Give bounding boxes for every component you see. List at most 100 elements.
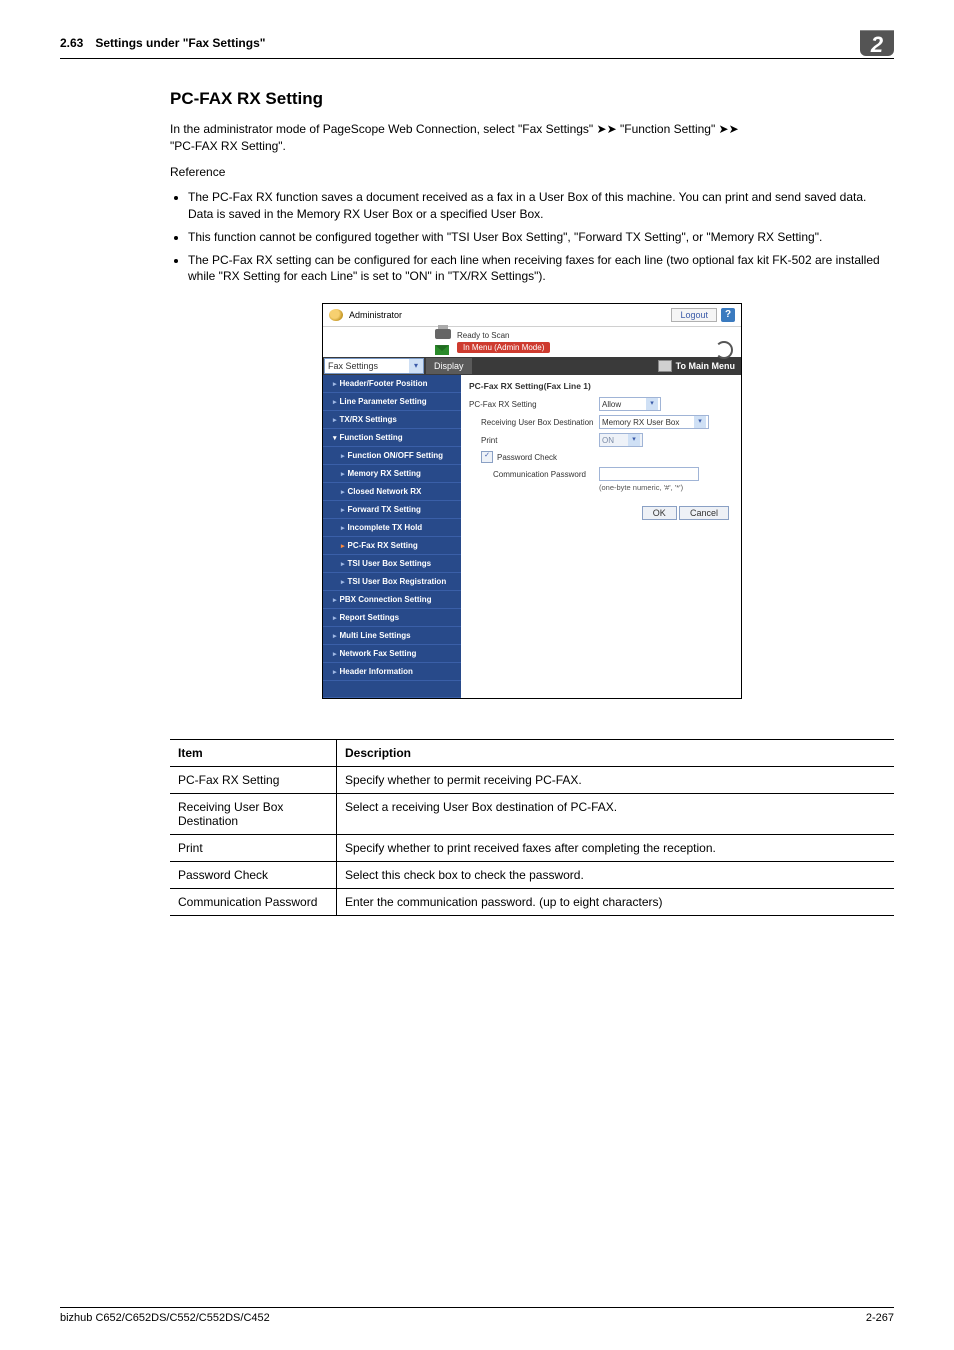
form-panel: PC-Fax RX Setting(Fax Line 1) PC-Fax RX …	[461, 375, 741, 698]
reference-item: The PC-Fax RX function saves a document …	[188, 189, 894, 223]
sidebar-item-label: Forward TX Setting	[348, 505, 421, 514]
table-cell-item: Password Check	[170, 862, 337, 889]
sidebar-item-label: TSI User Box Registration	[348, 577, 447, 586]
sidebar-item-label: Report Settings	[340, 613, 400, 622]
sidebar-item-label: Closed Network RX	[348, 487, 422, 496]
category-select-value: Fax Settings	[328, 361, 378, 371]
sidebar: Header/Footer Position Line Parameter Se…	[323, 375, 461, 698]
admin-screenshot: Administrator Logout ? Ready to Scan In …	[322, 303, 742, 699]
intro-paragraph: In the administrator mode of PageScope W…	[170, 121, 894, 156]
arrow-icon: ➤➤	[597, 122, 617, 136]
reference-label: Reference	[170, 164, 894, 181]
table-cell-item: Receiving User Box Destination	[170, 794, 337, 835]
sidebar-item-label: PBX Connection Setting	[340, 595, 432, 604]
print-select[interactable]: ON ▾	[599, 433, 643, 447]
sidebar-item[interactable]: Report Settings	[323, 609, 461, 627]
sidebar-item-label: PC-Fax RX Setting	[348, 541, 418, 550]
chevron-down-icon: ▾	[409, 359, 423, 373]
description-table: Item Description PC-Fax RX Setting Speci…	[170, 739, 894, 916]
form-label: Communication Password	[469, 470, 599, 479]
sidebar-item-label: Multi Line Settings	[340, 631, 411, 640]
footer-model: bizhub C652/C652DS/C552/C552DS/C452	[60, 1312, 270, 1324]
table-row: Password Check Select this check box to …	[170, 862, 894, 889]
footer-page: 2-267	[866, 1312, 894, 1324]
table-cell-desc: Specify whether to permit receiving PC-F…	[337, 767, 895, 794]
select-value: ON	[602, 436, 614, 445]
sidebar-item-label: Function ON/OFF Setting	[348, 451, 444, 460]
table-cell-item: Communication Password	[170, 889, 337, 916]
sidebar-item-label: Incomplete TX Hold	[348, 523, 423, 532]
password-hint: (one-byte numeric, '#', '*')	[599, 483, 733, 492]
logout-button[interactable]: Logout	[671, 308, 717, 322]
sidebar-item[interactable]: Closed Network RX	[323, 483, 461, 501]
table-row: Print Specify whether to print received …	[170, 835, 894, 862]
table-header-desc: Description	[337, 740, 895, 767]
sidebar-item-label: Header/Footer Position	[340, 379, 428, 388]
admin-label: Administrator	[349, 310, 402, 320]
sidebar-item[interactable]: Multi Line Settings	[323, 627, 461, 645]
table-row: PC-Fax RX Setting Specify whether to per…	[170, 767, 894, 794]
comm-password-input[interactable]	[599, 467, 699, 481]
to-main-menu-label: To Main Menu	[676, 361, 735, 371]
to-main-menu-link[interactable]: To Main Menu	[658, 360, 741, 372]
select-value: Allow	[602, 400, 621, 409]
select-value: Memory RX User Box	[602, 418, 679, 427]
cancel-button[interactable]: Cancel	[679, 506, 729, 520]
userbox-dest-select[interactable]: Memory RX User Box ▾	[599, 415, 709, 429]
sidebar-item[interactable]: Header/Footer Position	[323, 375, 461, 393]
page-heading: PC-FAX RX Setting	[170, 89, 894, 109]
display-button[interactable]: Display	[426, 358, 472, 374]
refresh-icon[interactable]	[715, 341, 733, 359]
table-cell-desc: Specify whether to print received faxes …	[337, 835, 895, 862]
sidebar-item-label: Function Setting	[340, 433, 403, 442]
envelope-icon	[435, 345, 449, 355]
mode-badge: In Menu (Admin Mode)	[457, 342, 550, 353]
form-label: PC-Fax RX Setting	[469, 400, 599, 409]
category-select[interactable]: Fax Settings ▾	[324, 358, 424, 374]
sidebar-item-label: Memory RX Setting	[348, 469, 421, 478]
intro-text-1: In the administrator mode of PageScope W…	[170, 122, 597, 136]
chapter-badge: 2	[860, 30, 894, 56]
table-cell-item: Print	[170, 835, 337, 862]
sidebar-item[interactable]: Memory RX Setting	[323, 465, 461, 483]
table-cell-item: PC-Fax RX Setting	[170, 767, 337, 794]
sidebar-item-label: TSI User Box Settings	[348, 559, 432, 568]
checkbox-label: Password Check	[497, 453, 557, 462]
sidebar-item[interactable]: Header Information	[323, 663, 461, 681]
sidebar-item[interactable]: Network Fax Setting	[323, 645, 461, 663]
form-label: Receiving User Box Destination	[469, 418, 599, 427]
arrow-icon: ➤➤	[719, 122, 739, 136]
sidebar-item-pcfax-rx[interactable]: PC-Fax RX Setting	[323, 537, 461, 555]
printer-icon	[435, 329, 451, 339]
status-ready: Ready to Scan	[457, 331, 550, 340]
main-menu-icon	[658, 360, 672, 372]
table-cell-desc: Enter the communication password. (up to…	[337, 889, 895, 916]
table-cell-desc: Select a receiving User Box destination …	[337, 794, 895, 835]
sidebar-item[interactable]: Function ON/OFF Setting	[323, 447, 461, 465]
table-header-item: Item	[170, 740, 337, 767]
sidebar-item-function-setting[interactable]: Function Setting	[323, 429, 461, 447]
sidebar-item[interactable]: Incomplete TX Hold	[323, 519, 461, 537]
password-checkbox[interactable]: ✓	[481, 451, 493, 463]
sidebar-item[interactable]: TSI User Box Settings	[323, 555, 461, 573]
form-title: PC-Fax RX Setting(Fax Line 1)	[469, 381, 733, 391]
table-cell-desc: Select this check box to check the passw…	[337, 862, 895, 889]
pcfax-rx-select[interactable]: Allow ▾	[599, 397, 661, 411]
chevron-down-icon: ▾	[646, 398, 658, 410]
sidebar-item[interactable]: TX/RX Settings	[323, 411, 461, 429]
sidebar-item[interactable]: Line Parameter Setting	[323, 393, 461, 411]
reference-list: The PC-Fax RX function saves a document …	[170, 189, 894, 285]
sidebar-item[interactable]: Forward TX Setting	[323, 501, 461, 519]
sidebar-item-label: Header Information	[340, 667, 413, 676]
chevron-down-icon: ▾	[694, 416, 706, 428]
sidebar-item[interactable]: PBX Connection Setting	[323, 591, 461, 609]
reference-item: This function cannot be configured toget…	[188, 229, 894, 246]
form-label: Print	[469, 436, 599, 445]
chevron-down-icon: ▾	[628, 434, 640, 446]
section-number: 2.63	[60, 36, 83, 50]
admin-icon	[329, 309, 343, 321]
ok-button[interactable]: OK	[642, 506, 677, 520]
sidebar-item[interactable]: TSI User Box Registration	[323, 573, 461, 591]
help-icon[interactable]: ?	[721, 308, 735, 322]
table-row: Receiving User Box Destination Select a …	[170, 794, 894, 835]
